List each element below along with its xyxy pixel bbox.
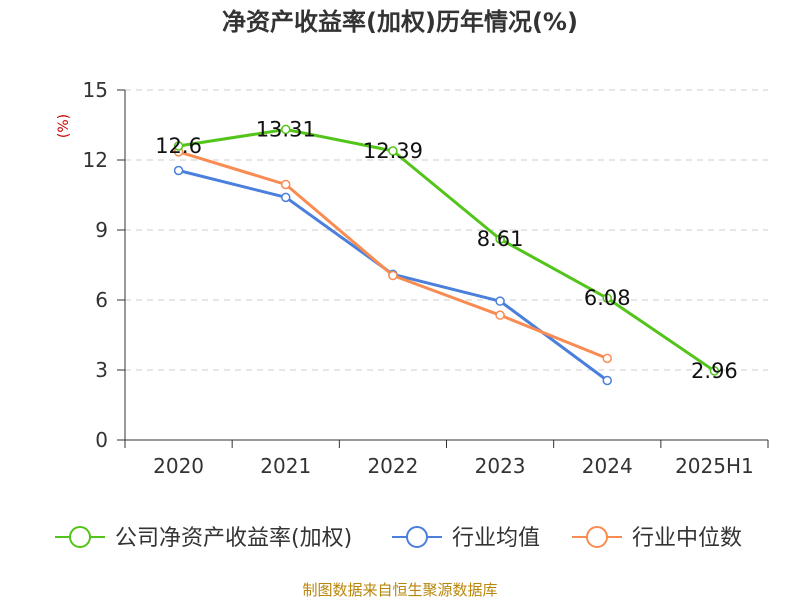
x-tick-label: 2025H1 [675, 454, 754, 478]
grid-lines [125, 89, 768, 371]
data-point [495, 310, 505, 320]
x-tick-label: 2020 [153, 454, 204, 478]
y-tick-label: 0 [95, 428, 108, 452]
series-line [178, 127, 716, 373]
y-tick-label: 12 [83, 148, 108, 172]
series-layer [173, 124, 720, 386]
data-point [495, 234, 505, 244]
legend: 公司净资产收益率(加权) 行业均值 行业中位数 [55, 526, 742, 551]
data-point [709, 366, 720, 376]
data-point [388, 270, 398, 281]
data-label: 8.61 [477, 227, 524, 251]
data-labels: 12.6 13.31 12.39 8.61 6.08 2.96 [155, 117, 738, 383]
y-tick-label: 6 [95, 288, 108, 312]
x-tick-label: 2022 [367, 454, 418, 478]
source-footer: 制图数据来自恒生聚源数据库 [302, 581, 497, 599]
y-axis-label: (%) [56, 114, 72, 138]
y-tick-label: 15 [83, 78, 108, 102]
x-tick-label: 2024 [582, 454, 633, 478]
legend-label: 公司净资产收益率(加权) [115, 526, 352, 551]
data-point [281, 179, 291, 190]
legend-marker [69, 526, 91, 548]
data-point [602, 353, 612, 364]
series-line [178, 150, 608, 360]
legend-label: 行业中位数 [632, 526, 742, 551]
data-label: 6.08 [584, 286, 631, 310]
data-point [281, 192, 291, 203]
data-point [173, 165, 184, 176]
axes: 0 3 6 9 12 15 2020 2021 2022 2023 2024 2025H1 [83, 78, 769, 478]
x-tick-label: 2021 [260, 454, 311, 478]
data-point [281, 124, 291, 135]
x-tick-label: 2023 [475, 454, 526, 478]
chart-title: 净资产收益率(加权)历年情况(%) [222, 8, 578, 36]
data-point [388, 146, 398, 156]
legend-marker [406, 526, 428, 548]
data-label: 13.31 [256, 117, 316, 141]
legend-label: 行业均值 [452, 526, 540, 551]
data-label: 12.39 [363, 139, 423, 163]
data-point [602, 293, 612, 303]
y-tick-label: 3 [95, 358, 108, 382]
legend-marker [586, 526, 608, 548]
data-point [495, 296, 505, 306]
data-point [602, 375, 612, 386]
data-label: 2.96 [691, 359, 738, 383]
data-point [173, 141, 184, 151]
data-label: 12.6 [155, 134, 202, 158]
y-tick-label: 9 [95, 218, 108, 242]
